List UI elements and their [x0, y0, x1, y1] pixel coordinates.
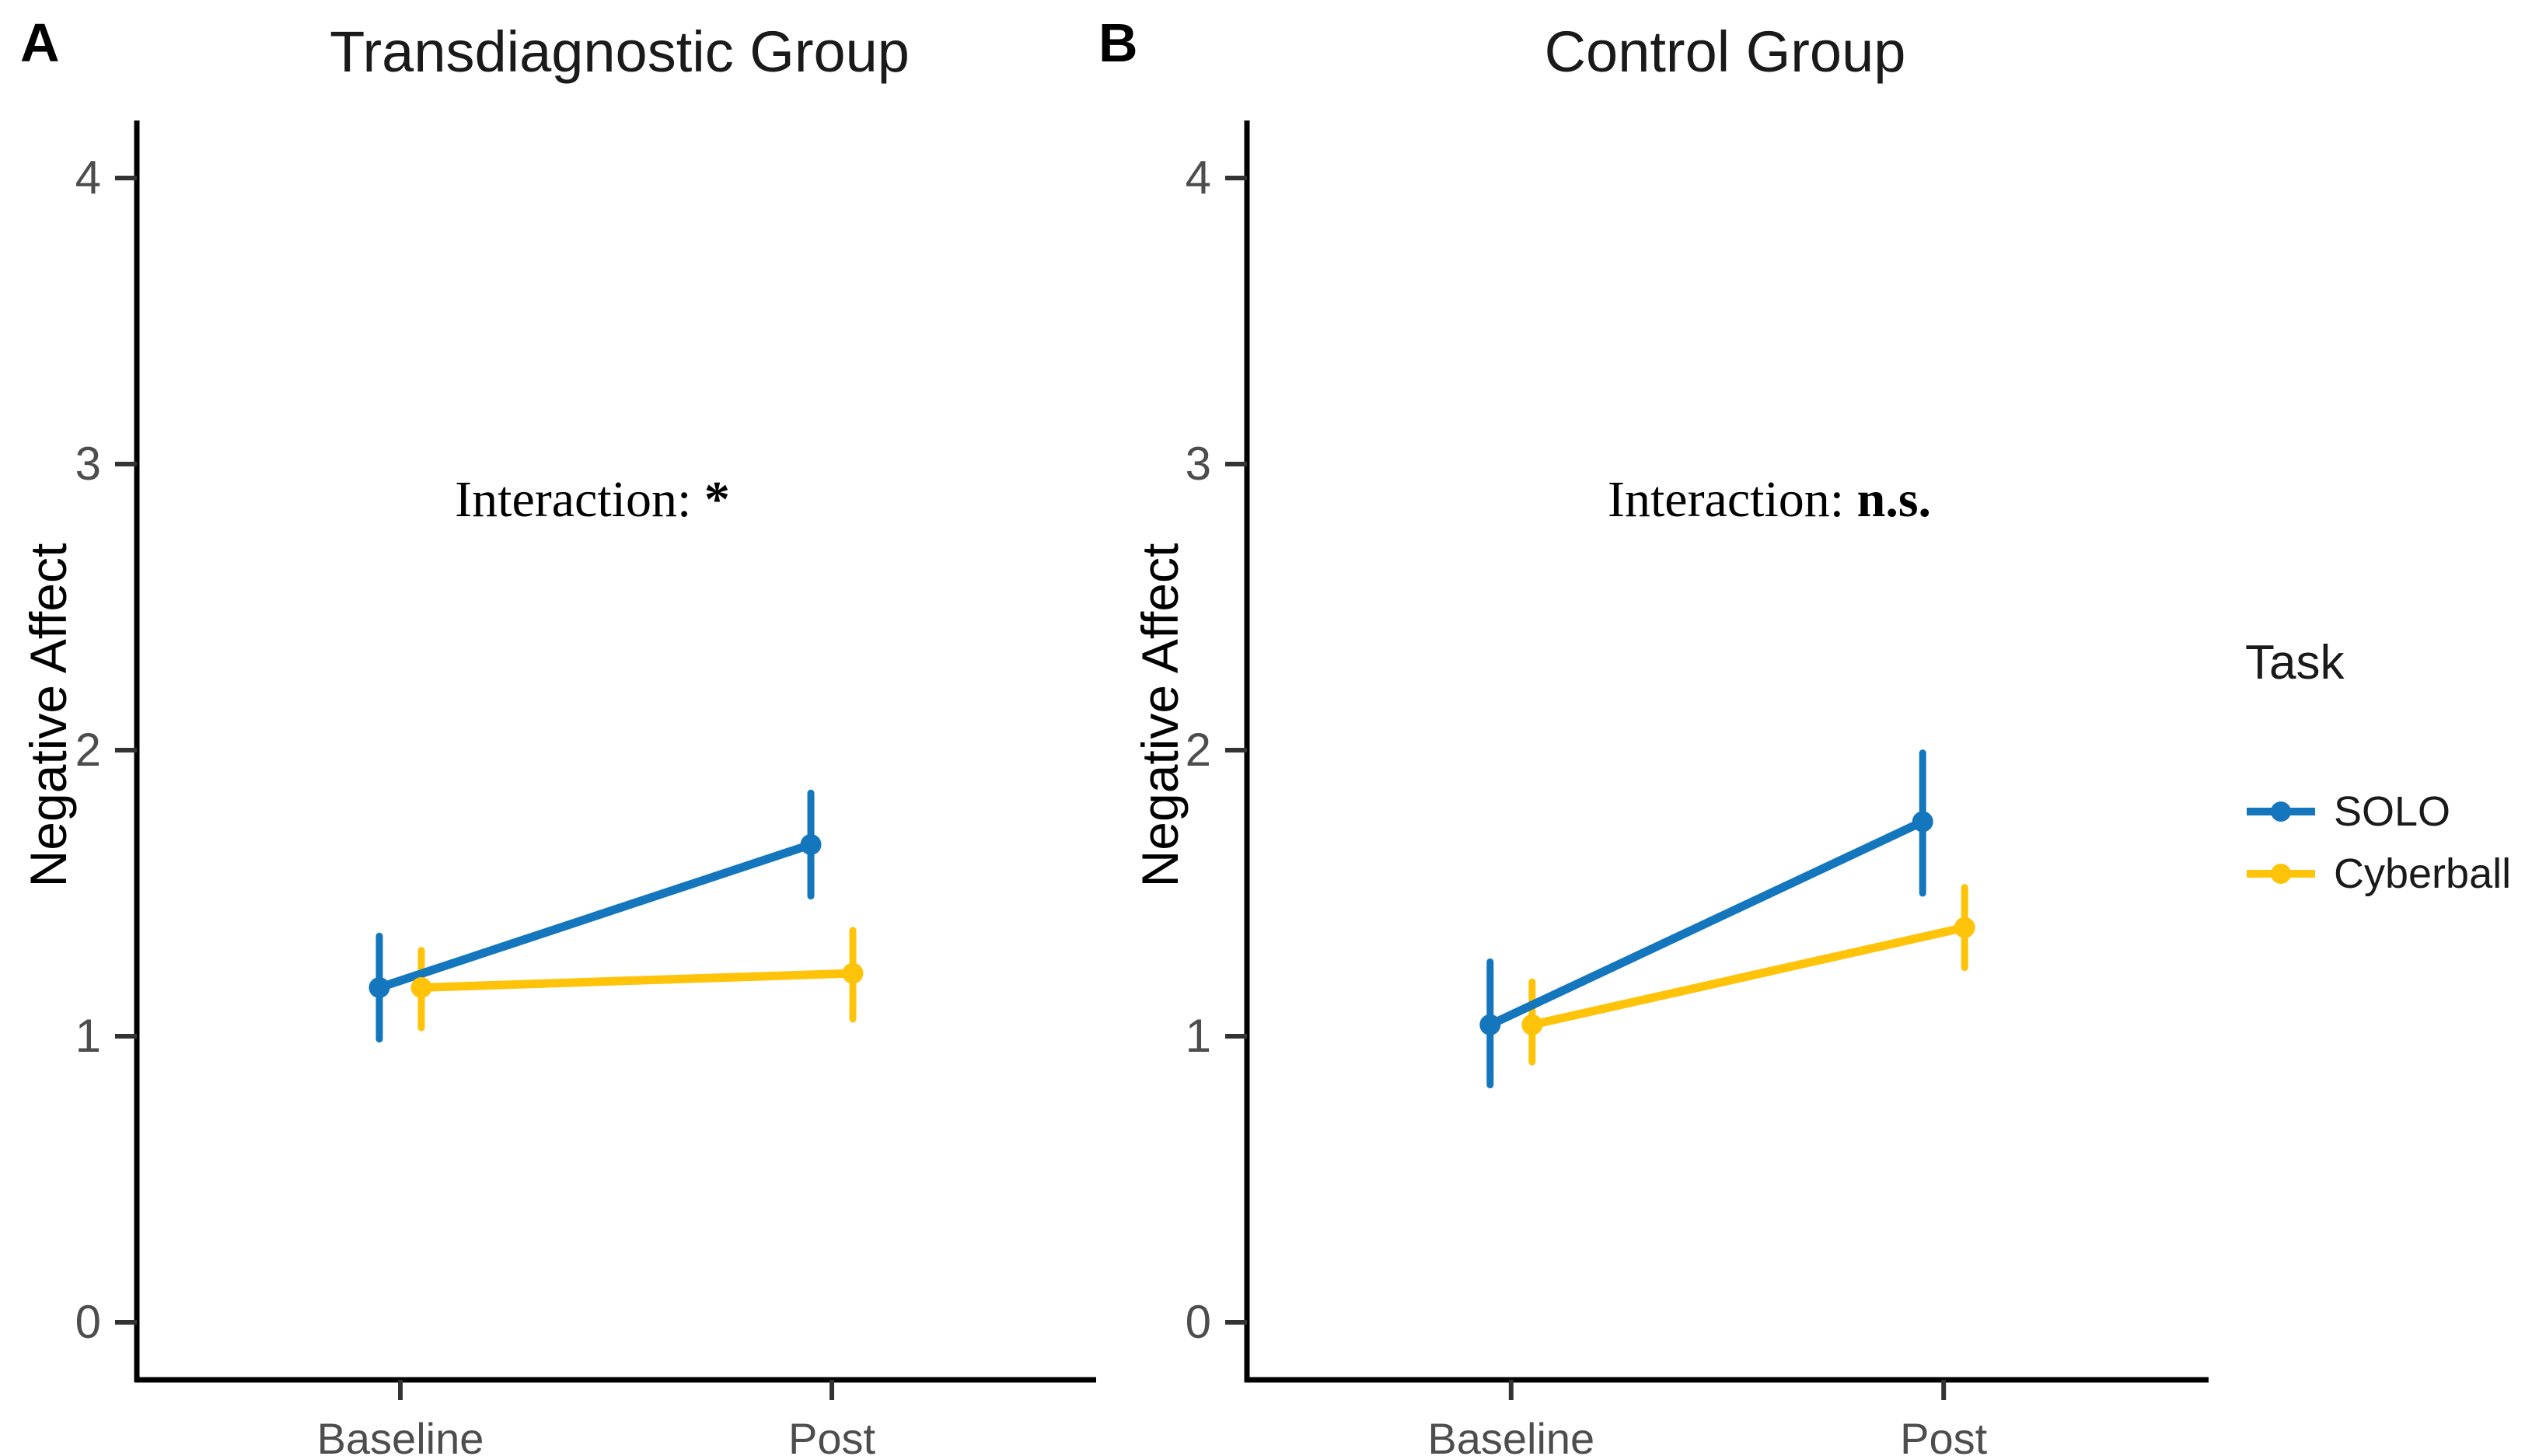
solo-series-line: [1486, 817, 1927, 1029]
panel-b-annotation: Interaction: n.s.: [1608, 474, 1931, 525]
y-tick-label: 3: [1186, 438, 1211, 490]
panel-b-label: B: [1098, 12, 1138, 73]
panel-b-plot: 0 1 2 3 4 Baseline Post: [1186, 120, 2209, 1456]
panel-b-title: Control Group: [1544, 19, 1906, 84]
annotation-value: *: [704, 471, 730, 528]
y-tick-label: 4: [75, 152, 101, 204]
solo-data-point: [1479, 1014, 1501, 1035]
legend-entry-cyberball: Cyberball: [2245, 843, 2511, 905]
legend: Task SOLO Cyberball: [2245, 639, 2511, 905]
panel-a-plot: 0 1 2 3 4 Baseline Post: [75, 120, 1096, 1456]
x-tick-label: Baseline: [317, 1414, 484, 1456]
y-tick-label: 2: [1186, 724, 1211, 776]
annotation-value: n.s.: [1856, 471, 1932, 528]
cyberball-data-point: [1954, 917, 1975, 938]
y-tick-label: 0: [75, 1296, 101, 1348]
y-tick-label: 2: [75, 724, 101, 776]
cyberball-data-point: [842, 962, 864, 984]
x-tick-label: Post: [788, 1414, 875, 1456]
legend-label-cyberball: Cyberball: [2334, 850, 2512, 897]
x-tick-label: Baseline: [1427, 1414, 1594, 1456]
cyberball-data-point: [1521, 1014, 1543, 1035]
panel-a-label: A: [20, 12, 60, 73]
panel-a-title: Transdiagnostic Group: [330, 19, 910, 84]
y-tick-label: 1: [75, 1010, 101, 1062]
y-tick-label: 1: [1186, 1010, 1211, 1062]
solo-data-point: [368, 976, 390, 998]
cyberball-data-point: [410, 976, 432, 998]
legend-title: Task: [2245, 636, 2345, 690]
y-tick-label: 4: [1186, 152, 1211, 204]
annotation-prefix: Interaction:: [455, 471, 692, 528]
annotation-prefix: Interaction:: [1607, 471, 1845, 528]
legend-entry-solo: SOLO: [2245, 780, 2511, 843]
cyberball-series-line: [1528, 923, 1969, 1029]
legend-label-solo: SOLO: [2334, 788, 2451, 835]
solo-data-point: [800, 833, 822, 855]
y-tick-label: 0: [1186, 1296, 1211, 1348]
solo-series-line: [375, 840, 815, 992]
y-tick-label: 3: [75, 438, 101, 490]
panel-b-y-axis-label: Negative Affect: [1131, 543, 1189, 888]
solo-key-icon: [2247, 801, 2315, 822]
x-tick-label: Post: [1900, 1414, 1987, 1456]
cyberball-series-line: [417, 969, 857, 992]
cyberball-key-icon: [2247, 864, 2315, 884]
panel-a-y-axis-label: Negative Affect: [19, 543, 77, 888]
legend-entries: SOLO Cyberball: [2245, 780, 2511, 905]
panel-a-annotation: Interaction: *: [455, 474, 730, 525]
solo-data-point: [1912, 811, 1933, 833]
